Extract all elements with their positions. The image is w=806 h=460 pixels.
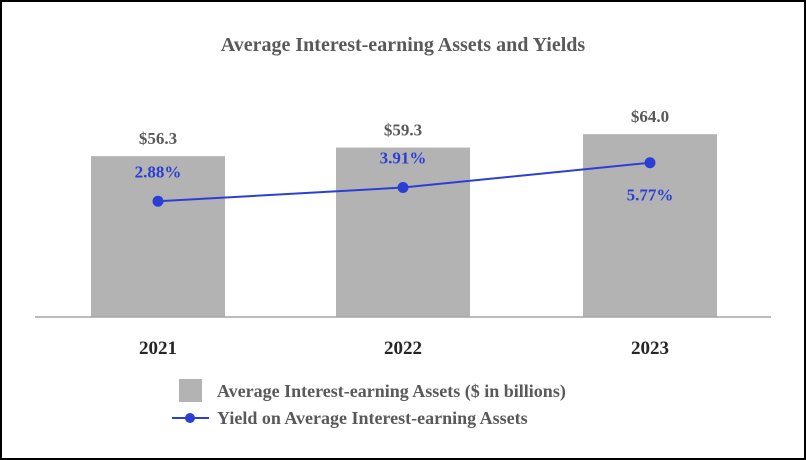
yield-value-label-2022: 3.91% [380, 149, 427, 168]
yield-point-2022 [397, 182, 409, 194]
legend-line-label: Yield on Average Interest-earning Assets [217, 408, 528, 428]
yield-value-labels: 2.88% 3.91% 5.77% [135, 149, 674, 205]
bar-2021 [91, 156, 225, 317]
bar-value-label-2023: $64.0 [631, 107, 669, 126]
bar-value-label-2021: $56.3 [139, 129, 177, 148]
yield-value-label-2023: 5.77% [627, 186, 674, 205]
category-label-2021: 2021 [139, 338, 177, 359]
category-labels: 2021 2022 2023 [139, 338, 669, 359]
legend-line-marker [185, 413, 195, 423]
category-label-2023: 2023 [631, 338, 669, 359]
yield-points [152, 157, 656, 207]
bar-series [91, 134, 717, 317]
category-label-2022: 2022 [384, 338, 422, 359]
bar-value-label-2022: $59.3 [384, 121, 422, 140]
bar-2022 [336, 147, 470, 317]
chart-title: Average Interest-earning Assets and Yiel… [221, 34, 586, 56]
legend-bar-swatch [179, 379, 202, 402]
bar-value-labels: $56.3 $59.3 $64.0 [139, 107, 669, 148]
yield-point-2023 [644, 157, 656, 169]
legend: Average Interest-earning Assets ($ in bi… [172, 379, 566, 428]
yield-point-2021 [152, 195, 164, 207]
yield-value-label-2021: 2.88% [135, 162, 182, 181]
legend-bar-label: Average Interest-earning Assets ($ in bi… [217, 381, 566, 402]
